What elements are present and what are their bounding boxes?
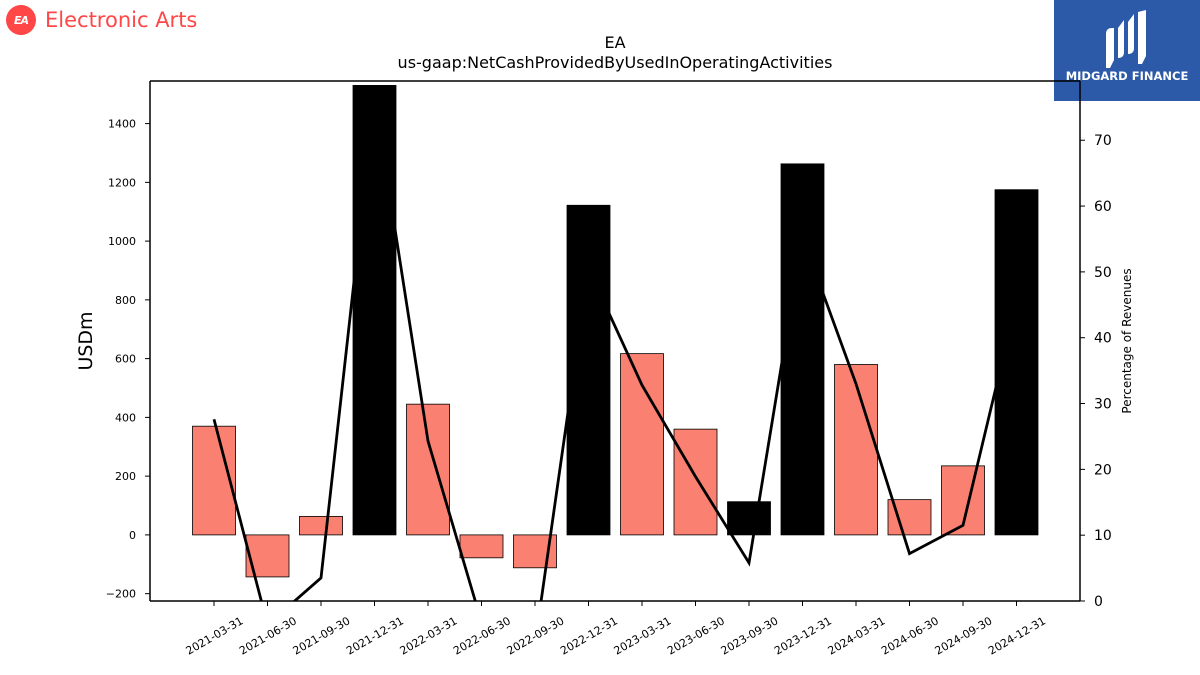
brand-name: Electronic Arts xyxy=(45,8,198,32)
bar xyxy=(352,85,397,536)
chart-subtitle: us-gaap:NetCashProvidedByUsedInOperating… xyxy=(398,53,833,72)
y2-tick-label: 60 xyxy=(1094,199,1112,215)
y-tick-label: −200 xyxy=(106,588,136,601)
x-tick-label: 2022-06-30 xyxy=(451,614,513,657)
y2-tick-label: 10 xyxy=(1094,528,1112,544)
bar xyxy=(727,501,771,536)
logo-text: MIDGARD FINANCE xyxy=(1065,69,1189,83)
brand-logo: EA Electronic Arts xyxy=(6,4,197,36)
y-tick-label: 800 xyxy=(115,294,136,307)
x-tick-label: 2024-09-30 xyxy=(933,614,995,657)
x-tick-label: 2023-09-30 xyxy=(719,614,781,657)
x-tick-label: 2022-12-31 xyxy=(558,614,620,657)
x-tick-label: 2021-09-30 xyxy=(291,614,353,657)
y-axis-label: USDm xyxy=(75,311,97,370)
y-tick-label: 200 xyxy=(115,470,136,483)
y-tick-label: 400 xyxy=(115,411,136,424)
x-tick-label: 2021-12-31 xyxy=(344,614,406,657)
bar xyxy=(406,403,450,536)
x-tick-label: 2022-09-30 xyxy=(505,614,567,657)
x-tick-label: 2023-03-31 xyxy=(612,614,674,657)
x-tick-label: 2021-06-30 xyxy=(237,614,299,657)
y-tick-label: 1000 xyxy=(108,235,136,248)
chart-title: EA xyxy=(604,33,625,52)
midgard-finance-logo: MIDGARD FINANCE xyxy=(1054,0,1200,101)
y2-axis-label: Percentage of Revenues xyxy=(1120,268,1134,413)
bar xyxy=(192,425,236,536)
y2-tick-label: 70 xyxy=(1094,133,1112,149)
midgard-mark-icon xyxy=(1106,10,1146,68)
ea-badge-icon: EA xyxy=(6,5,36,35)
bar xyxy=(459,534,504,559)
bar xyxy=(780,163,825,536)
y2-tick-label: 20 xyxy=(1094,462,1112,478)
y-tick-label: 1200 xyxy=(108,176,136,189)
x-tick-label: 2024-03-31 xyxy=(826,614,888,657)
x-tick-label: 2023-12-31 xyxy=(772,614,834,657)
x-tick-label: 2023-06-30 xyxy=(665,614,727,657)
y2-tick-label: 40 xyxy=(1094,331,1112,347)
bar xyxy=(299,515,343,536)
x-tick-label: 2024-12-31 xyxy=(986,614,1048,657)
pct-revenue-line xyxy=(212,97,1018,601)
x-tick-label: 2021-03-31 xyxy=(184,614,246,657)
y2-tick-label: 0 xyxy=(1094,594,1103,610)
bar xyxy=(673,428,718,536)
x-tick-label: 2022-03-31 xyxy=(398,614,460,657)
y2-tick-label: 30 xyxy=(1094,397,1112,413)
y-tick-label: 1400 xyxy=(108,118,136,131)
y-tick-label: 600 xyxy=(115,353,136,366)
y2-tick-label: 50 xyxy=(1094,265,1112,281)
plot-area: −200 0 200 400 600 800 1000 1200 1400 0 10 20 30 40 50… xyxy=(106,80,1112,658)
bar xyxy=(620,353,664,536)
bar xyxy=(834,364,878,536)
y-tick-label: 0 xyxy=(129,529,136,542)
x-tick-label: 2024-06-30 xyxy=(879,614,941,657)
